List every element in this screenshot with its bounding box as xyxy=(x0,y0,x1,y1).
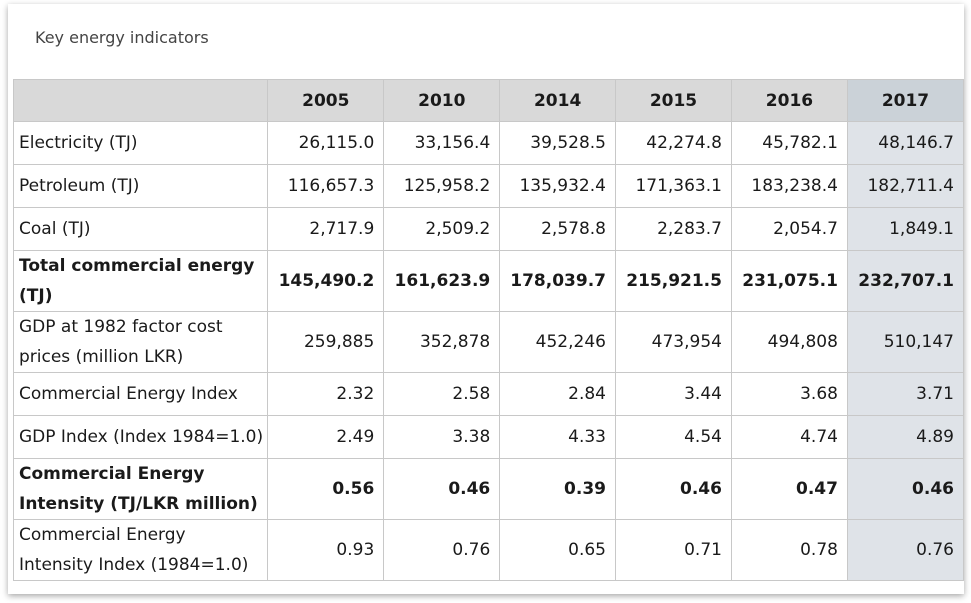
table-cell-value: 2,054.7 xyxy=(730,207,848,251)
table-cell-value: 33,156.4 xyxy=(383,121,501,165)
table-cell-value: 0.93 xyxy=(267,519,385,581)
table-cell-value: 2,283.7 xyxy=(614,207,732,251)
table-row: Commercial Energy Intensity (TJ/LKR mill… xyxy=(12,458,965,520)
row-label: Coal (TJ) xyxy=(12,207,269,251)
table-cell-value: 3.44 xyxy=(614,372,732,416)
table-cell-value: 0.46 xyxy=(614,458,732,520)
table-cell-value: 0.46 xyxy=(383,458,501,520)
header-cell-label xyxy=(12,79,269,122)
table-cell-value: 0.47 xyxy=(730,458,848,520)
table-cell-value: 178,039.7 xyxy=(499,250,616,312)
table-cell-value: 135,932.4 xyxy=(499,164,616,208)
header-cell-year: 2017 xyxy=(846,79,965,122)
page-title: Key energy indicators xyxy=(35,28,209,47)
table-cell-value: 4.33 xyxy=(499,415,616,459)
table-cell-value: 42,274.8 xyxy=(614,121,732,165)
table-row: Coal (TJ) 2,717.9 2,509.2 2,578.8 2,283.7 2,0… xyxy=(12,207,965,251)
table-card: Key energy indicators 2005 2010 2014 2015 20… xyxy=(8,4,965,594)
table-cell-value: 473,954 xyxy=(614,311,732,373)
table-cell-value: 352,878 xyxy=(383,311,501,373)
table-cell-value: 116,657.3 xyxy=(267,164,385,208)
row-label: GDP at 1982 factor cost prices (million … xyxy=(12,311,269,373)
table-row: Commercial Energy Intensity Index (1984=… xyxy=(12,519,965,581)
row-label: Commercial Energy Index xyxy=(12,372,269,416)
header-row: 2005 2010 2014 2015 2016 2017 xyxy=(12,79,965,122)
table-cell-value: 183,238.4 xyxy=(730,164,848,208)
table-cell-value: 0.76 xyxy=(383,519,501,581)
table-row: Total commercial energy (TJ) 145,490.2 161… xyxy=(12,250,965,312)
table-cell-value: 26,115.0 xyxy=(267,121,385,165)
row-label: Total commercial energy (TJ) xyxy=(12,250,269,312)
table-cell-value: 232,707.1 xyxy=(846,250,965,312)
table-row: Electricity (TJ) 26,115.0 33,156.4 39,528.5… xyxy=(12,121,965,165)
table-cell-value: 2,717.9 xyxy=(267,207,385,251)
table-cell-value: 48,146.7 xyxy=(846,121,965,165)
table-cell-value: 0.65 xyxy=(499,519,616,581)
table-cell-value: 510,147 xyxy=(846,311,965,373)
table-cell-value: 2.49 xyxy=(267,415,385,459)
header-cell-year: 2005 xyxy=(267,79,385,122)
row-label: Commercial Energy Intensity (TJ/LKR mill… xyxy=(12,458,269,520)
table-cell-value: 4.74 xyxy=(730,415,848,459)
table-cell-value: 259,885 xyxy=(267,311,385,373)
table-cell-value: 494,808 xyxy=(730,311,848,373)
table-cell-value: 2,578.8 xyxy=(499,207,616,251)
header-cell-year: 2015 xyxy=(614,79,732,122)
table-row: GDP at 1982 factor cost prices (million … xyxy=(12,311,965,373)
table-cell-value: 0.78 xyxy=(730,519,848,581)
table-cell-value: 125,958.2 xyxy=(383,164,501,208)
row-label: GDP Index (Index 1984=1.0) xyxy=(12,415,269,459)
table-cell-value: 39,528.5 xyxy=(499,121,616,165)
table-cell-value: 2,509.2 xyxy=(383,207,501,251)
table-cell-value: 452,246 xyxy=(499,311,616,373)
header-cell-year: 2010 xyxy=(383,79,501,122)
table-body: Electricity (TJ) 26,115.0 33,156.4 39,528.5… xyxy=(12,121,965,581)
table-cell-value: 4.89 xyxy=(846,415,965,459)
table-cell-value: 0.46 xyxy=(846,458,965,520)
table-cell-value: 1,849.1 xyxy=(846,207,965,251)
header-cell-year: 2014 xyxy=(499,79,616,122)
table-cell-value: 145,490.2 xyxy=(267,250,385,312)
table-cell-value: 231,075.1 xyxy=(730,250,848,312)
header-cell-year: 2016 xyxy=(730,79,848,122)
table-cell-value: 0.39 xyxy=(499,458,616,520)
table-cell-value: 2.84 xyxy=(499,372,616,416)
row-label: Petroleum (TJ) xyxy=(12,164,269,208)
table-cell-value: 171,363.1 xyxy=(614,164,732,208)
table-cell-value: 2.58 xyxy=(383,372,501,416)
table-row: Commercial Energy Index 2.32 2.58 2.84 3.44 3… xyxy=(12,372,965,416)
row-label: Electricity (TJ) xyxy=(12,121,269,165)
row-label: Commercial Energy Intensity Index (1984=… xyxy=(12,519,269,581)
table-cell-value: 3.71 xyxy=(846,372,965,416)
table-cell-value: 215,921.5 xyxy=(614,250,732,312)
table-cell-value: 0.56 xyxy=(267,458,385,520)
table-row: GDP Index (Index 1984=1.0) 2.49 3.38 4.33 4.… xyxy=(12,415,965,459)
table-cell-value: 4.54 xyxy=(614,415,732,459)
energy-indicators-table: 2005 2010 2014 2015 2016 2017 Electricity (TJ… xyxy=(12,79,965,581)
table-row: Petroleum (TJ) 116,657.3 125,958.2 135,932.… xyxy=(12,164,965,208)
table-cell-value: 2.32 xyxy=(267,372,385,416)
table-cell-value: 161,623.9 xyxy=(383,250,501,312)
table-cell-value: 45,782.1 xyxy=(730,121,848,165)
table-cell-value: 0.76 xyxy=(846,519,965,581)
table-cell-value: 3.68 xyxy=(730,372,848,416)
table-cell-value: 0.71 xyxy=(614,519,732,581)
table-cell-value: 3.38 xyxy=(383,415,501,459)
table-cell-value: 182,711.4 xyxy=(846,164,965,208)
